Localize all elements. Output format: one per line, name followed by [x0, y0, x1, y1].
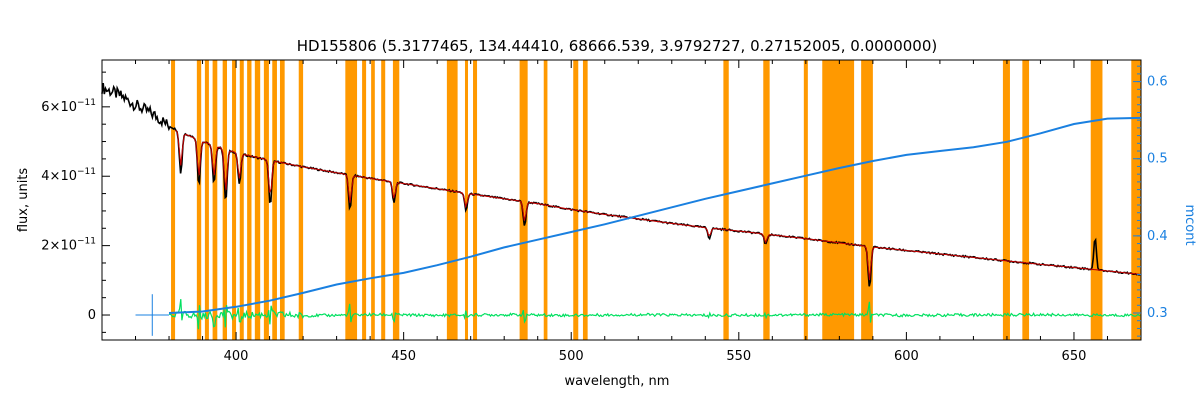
masked-band — [362, 60, 367, 340]
masked-band — [1002, 60, 1010, 340]
masked-band — [204, 60, 209, 340]
x-tick-label: 400 — [224, 349, 249, 364]
masked-band — [803, 60, 808, 340]
masked-band — [279, 60, 285, 340]
y-axis-label: flux, units — [16, 168, 31, 233]
y-tick-label: 6×10−11 — [41, 98, 96, 115]
x-tick-label: 450 — [391, 349, 416, 364]
masked-band — [254, 60, 261, 340]
x-tick-label: 550 — [726, 349, 751, 364]
masked-band — [381, 60, 386, 340]
masked-band — [263, 60, 269, 340]
masked-band — [232, 60, 237, 340]
y-tick-label: 0 — [88, 308, 96, 323]
masked-bands — [171, 60, 1141, 340]
masked-band — [222, 60, 228, 340]
chart-title: HD155806 (5.3177465, 134.44410, 68666.53… — [297, 37, 937, 55]
masked-band — [298, 60, 304, 340]
masked-band — [247, 60, 252, 340]
masked-band — [239, 60, 244, 340]
x-tick-label: 500 — [559, 349, 584, 364]
masked-band — [519, 60, 528, 340]
masked-band — [464, 60, 468, 340]
masked-band — [446, 60, 458, 340]
masked-band — [763, 60, 770, 340]
y2-tick-label: 0.5 — [1147, 152, 1168, 167]
y2-tick-label: 0.4 — [1147, 229, 1168, 244]
masked-band — [371, 60, 375, 340]
y2-tick-label: 0.6 — [1147, 75, 1168, 90]
masked-band — [543, 60, 548, 340]
masked-band — [1131, 60, 1141, 340]
masked-band — [473, 60, 478, 340]
masked-band — [861, 60, 873, 340]
y2-tick-label: 0.3 — [1147, 306, 1168, 321]
masked-band — [573, 60, 579, 340]
masked-band — [582, 60, 588, 340]
masked-band — [171, 60, 176, 340]
masked-band — [1090, 60, 1103, 340]
x-tick-label: 650 — [1062, 349, 1087, 364]
plot-frame — [101, 59, 1142, 341]
masked-band — [212, 60, 218, 340]
series-mcont — [168, 116, 1142, 314]
masked-band — [1022, 60, 1030, 340]
masked-band — [196, 60, 202, 340]
y-tick-label: 4×10−11 — [41, 167, 96, 184]
y2-axis-label: mcont — [1182, 204, 1197, 245]
axes: 400 450 500 550 600 650 0 2×10−11 4×10−11 6×10−11… — [41, 60, 1168, 364]
masked-band — [723, 60, 729, 340]
series-model-flux — [175, 129, 1142, 280]
x-tick-label: 600 — [894, 349, 919, 364]
series-residual — [168, 299, 1141, 330]
plot-border — [101, 59, 1142, 341]
y-tick-label: 2×10−11 — [41, 237, 96, 254]
masked-band — [272, 60, 277, 340]
masked-band — [822, 60, 855, 340]
masked-band — [392, 60, 400, 340]
x-axis-label: wavelength, nm — [565, 374, 670, 389]
series-group — [101, 83, 1142, 336]
